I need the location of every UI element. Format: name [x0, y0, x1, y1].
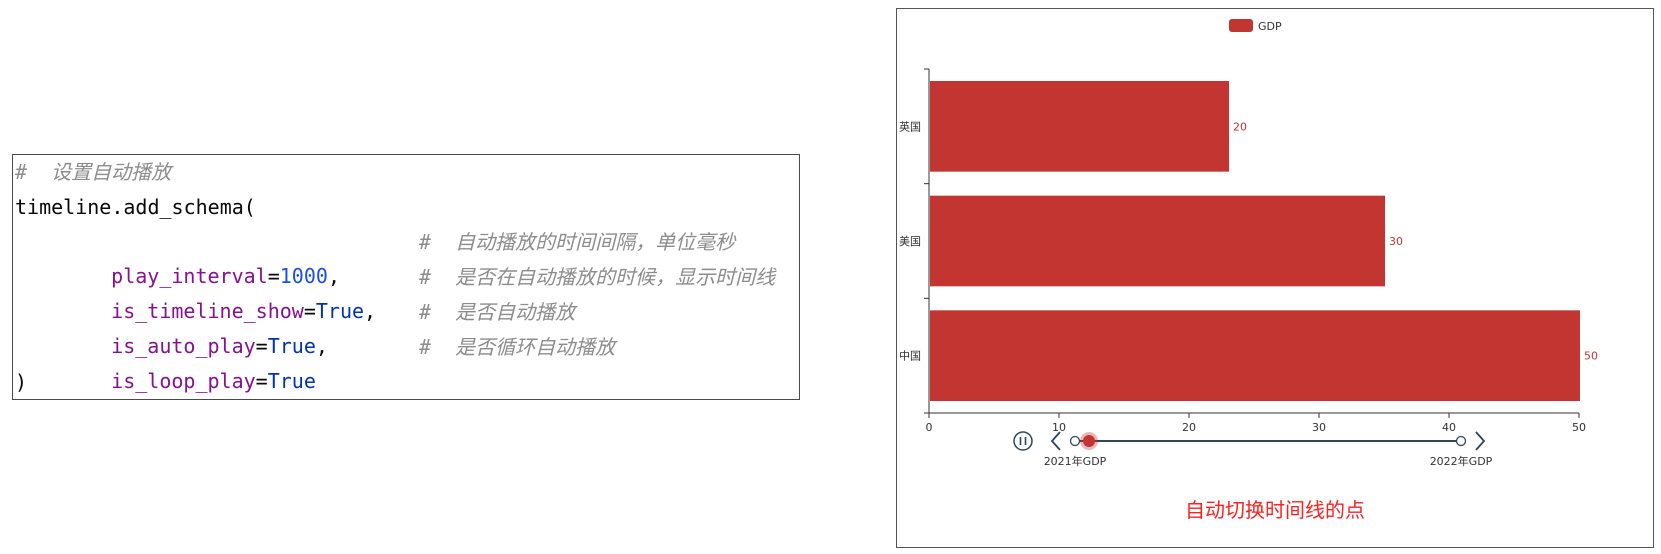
- arg-tail: ,: [327, 264, 340, 288]
- arg-comment: # 是否循环自动播放: [419, 335, 616, 359]
- annotation-text: 自动切换时间线的点: [1185, 498, 1365, 522]
- prev-button[interactable]: [1050, 431, 1061, 451]
- x-tick-label: 40: [1442, 421, 1456, 434]
- timeline-node[interactable]: [1069, 435, 1081, 447]
- chevron-left-icon: [1050, 431, 1061, 451]
- arg-name: play_interval: [111, 264, 268, 288]
- timeline-item-label[interactable]: 2022年GDP: [1430, 454, 1493, 468]
- code-comment-title: # 设置自动播放: [15, 160, 172, 184]
- x-tick-label: 0: [926, 421, 933, 434]
- arg-value: True: [267, 334, 316, 358]
- bars: 50 中国 30 美国 20 英国: [899, 81, 1598, 401]
- arg-value: True: [315, 299, 365, 323]
- bar-value-label: 50: [1584, 350, 1598, 363]
- arg-eq: =: [255, 334, 268, 358]
- pause-button[interactable]: [1013, 431, 1033, 451]
- bar: [930, 81, 1229, 172]
- arg-comment: # 自动播放的时间间隔，单位毫秒: [419, 230, 736, 254]
- bar-value-label: 30: [1389, 235, 1403, 248]
- arg-name: is_timeline_show: [111, 299, 304, 323]
- bar-value-label: 20: [1233, 120, 1247, 133]
- code-panel: # 设置自动播放 timeline.add_schema( play_inter…: [12, 154, 800, 400]
- next-button[interactable]: [1475, 431, 1486, 451]
- legend[interactable]: GDP: [1229, 19, 1282, 33]
- x-tick-label: 30: [1312, 421, 1326, 434]
- arg-name: is_auto_play: [111, 334, 256, 358]
- arg-eq: =: [267, 264, 280, 288]
- bar: [930, 310, 1580, 401]
- chart-panel: GDP 0 10 20 30 40 50 50 中国 30 美国 20 英国 2021年GDP 202…: [896, 8, 1654, 548]
- arg-eq: =: [255, 369, 268, 393]
- legend-swatch[interactable]: [1229, 19, 1253, 32]
- arg-tail: ,: [315, 334, 328, 358]
- code-call-open: timeline.add_schema(: [15, 195, 256, 219]
- timeline: 2021年GDP 2022年GDP: [1013, 431, 1493, 468]
- chevron-right-icon: [1475, 431, 1486, 451]
- timeline-current-point[interactable]: [1083, 435, 1095, 447]
- code-arg-line: is_loop_play=True # 是否循环自动播放: [63, 330, 798, 393]
- arg-value: True: [267, 369, 316, 393]
- axes: 0 10 20 30 40 50: [924, 68, 1586, 434]
- arg-value: 1000: [279, 264, 328, 288]
- x-tick-label: 20: [1182, 421, 1196, 434]
- timeline-node[interactable]: [1455, 435, 1467, 447]
- y-category-label: 英国: [899, 119, 921, 133]
- x-tick-label: 10: [1052, 421, 1066, 434]
- x-tick-label: 50: [1572, 421, 1586, 434]
- pause-icon: [1013, 431, 1033, 451]
- arg-eq: =: [303, 299, 316, 323]
- code-arg-line: is_auto_play=True, # 是否自动播放: [63, 295, 798, 358]
- y-category-label: 中国: [899, 350, 921, 363]
- y-category-label: 美国: [899, 235, 921, 248]
- arg-comment: # 是否自动播放: [419, 300, 576, 324]
- arg-tail: ,: [364, 299, 377, 323]
- legend-label[interactable]: GDP: [1258, 20, 1282, 33]
- timeline-item-label[interactable]: 2021年GDP: [1044, 454, 1107, 468]
- code-arg-line: play_interval=1000, # 自动播放的时间间隔，单位毫秒: [63, 225, 798, 288]
- bar: [930, 195, 1385, 287]
- code-arg-line: is_timeline_show=True, # 是否在自动播放的时候，显示时间…: [63, 260, 798, 323]
- arg-name: is_loop_play: [111, 369, 256, 393]
- arg-comment: # 是否在自动播放的时候，显示时间线: [419, 265, 776, 289]
- code-call-close: ): [15, 370, 28, 394]
